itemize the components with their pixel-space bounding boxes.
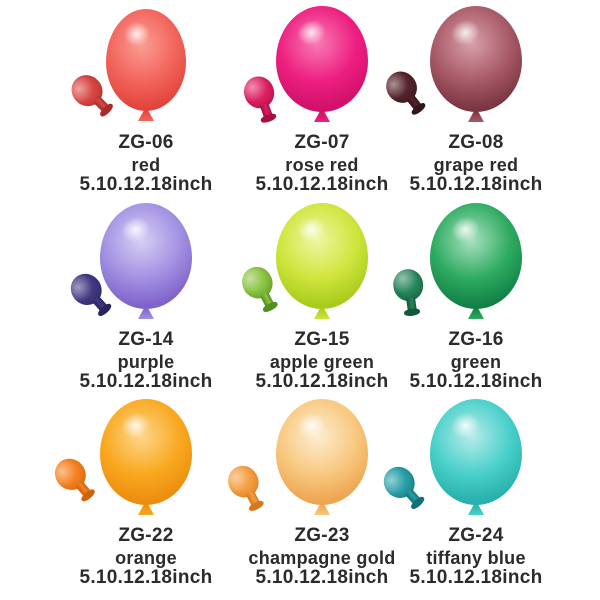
product-color-name: purple bbox=[117, 352, 175, 372]
product-code: ZG-06 bbox=[118, 132, 174, 153]
product-code: ZG-24 bbox=[448, 525, 504, 546]
product-code: ZG-16 bbox=[448, 329, 504, 350]
product-code: ZG-07 bbox=[294, 132, 350, 153]
product-color-name: apple green bbox=[269, 352, 375, 372]
product-color-name: rose red bbox=[285, 155, 359, 175]
product-size: 5.10.12.18inch bbox=[409, 174, 543, 195]
balloon-small-deflated bbox=[376, 459, 437, 522]
balloon-large bbox=[276, 399, 368, 505]
balloon-large bbox=[430, 6, 522, 112]
product-code: ZG-15 bbox=[294, 329, 350, 350]
balloon-large bbox=[100, 203, 192, 309]
product-cell-zg08: ZG-08 grape red 5.10.12.18inch bbox=[379, 2, 569, 200]
product-size: 5.10.12.18inch bbox=[255, 174, 389, 195]
product-cell-zg16: ZG-16 green 5.10.12.18inch bbox=[383, 199, 569, 397]
product-cell-zg23: ZG-23 champagne gold 5.10.12.18inch bbox=[222, 395, 415, 593]
product-size: 5.10.12.18inch bbox=[79, 567, 213, 588]
product-cell-zg14: ZG-14 purple 5.10.12.18inch bbox=[53, 199, 239, 397]
product-cell-zg06: ZG-06 red 5.10.12.18inch bbox=[53, 2, 239, 200]
balloon-large bbox=[430, 203, 522, 309]
product-color-name: champagne gold bbox=[248, 548, 396, 568]
balloon-small-head bbox=[236, 261, 279, 304]
product-size: 5.10.12.18inch bbox=[409, 371, 543, 392]
product-color-name: red bbox=[131, 155, 161, 175]
product-color-name: tiffany blue bbox=[426, 548, 526, 568]
balloon-small-tip bbox=[403, 307, 421, 317]
product-code: ZG-22 bbox=[118, 525, 174, 546]
product-cell-zg07: ZG-07 rose red 5.10.12.18inch bbox=[229, 2, 415, 200]
balloon-large bbox=[106, 9, 186, 111]
product-color-name: green bbox=[450, 352, 502, 372]
product-cell-zg15: ZG-15 apple green 5.10.12.18inch bbox=[229, 199, 415, 397]
product-size: 5.10.12.18inch bbox=[79, 371, 213, 392]
product-code: ZG-08 bbox=[448, 132, 504, 153]
balloon-small-deflated bbox=[378, 64, 438, 127]
product-size: 5.10.12.18inch bbox=[79, 174, 213, 195]
product-size: 5.10.12.18inch bbox=[255, 371, 389, 392]
balloon-large bbox=[276, 6, 368, 112]
product-cell-zg22: ZG-22 orange 5.10.12.18inch bbox=[48, 395, 239, 593]
product-size: 5.10.12.18inch bbox=[409, 567, 543, 588]
balloon-small-head bbox=[222, 460, 265, 503]
product-cell-zg24: ZG-24 tiffany blue 5.10.12.18inch bbox=[377, 395, 569, 593]
balloon-large bbox=[430, 399, 522, 505]
product-color-name: grape red bbox=[433, 155, 519, 175]
balloon-small-deflated bbox=[389, 267, 430, 325]
balloon-large bbox=[276, 203, 368, 309]
balloon-small-deflated bbox=[221, 460, 276, 524]
balloon-large bbox=[100, 399, 192, 505]
balloon-small-deflated bbox=[47, 451, 108, 514]
product-size: 5.10.12.18inch bbox=[255, 567, 389, 588]
product-code: ZG-14 bbox=[118, 329, 174, 350]
product-code: ZG-23 bbox=[294, 525, 350, 546]
product-color-name: orange bbox=[115, 548, 177, 568]
